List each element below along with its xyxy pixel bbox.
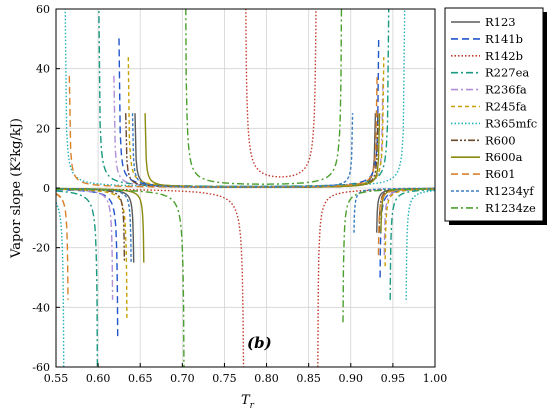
series-line-r123 bbox=[376, 187, 435, 233]
plot-series bbox=[56, 9, 435, 367]
x-tick-label: 0.85 bbox=[296, 372, 321, 385]
legend-box bbox=[444, 7, 544, 222]
series-line-r245fa bbox=[56, 188, 128, 319]
series-line-r600 bbox=[125, 113, 379, 188]
series-line-r365mfc bbox=[405, 189, 435, 300]
x-axis-label-main: T bbox=[241, 393, 251, 408]
series-line-r600a bbox=[56, 187, 145, 263]
series-line-r142b bbox=[245, 9, 317, 178]
x-tick-label: 0.90 bbox=[339, 372, 364, 385]
series-line-r227ea bbox=[56, 190, 99, 367]
legend-label: R236fa bbox=[485, 83, 527, 97]
series-line-r236fa bbox=[56, 188, 114, 300]
x-tick-label: 0.55 bbox=[44, 372, 69, 385]
series-line-r1234ze bbox=[342, 188, 435, 323]
panel-annotation: (b) bbox=[247, 334, 272, 352]
x-tick-label: 0.65 bbox=[128, 372, 153, 385]
legend-label: R142b bbox=[485, 49, 523, 63]
series-line-r227ea bbox=[98, 9, 390, 187]
series-line-r1234yf bbox=[56, 188, 132, 263]
series-line-r142b bbox=[317, 188, 435, 367]
x-tick-label: 1.00 bbox=[423, 372, 448, 385]
y-tick-label: -40 bbox=[32, 301, 50, 314]
series-line-r600a bbox=[144, 113, 381, 188]
legend-label: R245fa bbox=[485, 100, 527, 114]
x-axis-label: Tr bbox=[241, 393, 255, 411]
y-tick-label: -60 bbox=[32, 361, 50, 374]
legend-label: R600a bbox=[485, 150, 523, 164]
legend-label: R600 bbox=[485, 133, 516, 147]
y-axis-label: Vapor slope (K²kg/kJ) bbox=[9, 118, 24, 259]
legend-label: R141b bbox=[485, 32, 523, 46]
series-line-r1234yf bbox=[353, 187, 435, 233]
legend-label: R227ea bbox=[485, 66, 529, 80]
y-tick-label: 0 bbox=[43, 182, 50, 195]
x-tick-label: 0.80 bbox=[254, 372, 279, 385]
x-tick-label: 0.60 bbox=[86, 372, 111, 385]
x-tick-label: 0.70 bbox=[170, 372, 195, 385]
series-line-r1234ze bbox=[56, 188, 185, 367]
series-line-r1234yf bbox=[131, 113, 354, 188]
y-tick-label: -20 bbox=[32, 242, 50, 255]
y-tick-label: 40 bbox=[36, 63, 50, 76]
series-line-r601 bbox=[56, 193, 69, 300]
x-axis-label-subscript: r bbox=[250, 401, 255, 411]
legend-label: R123 bbox=[485, 15, 516, 29]
series-line-r236fa bbox=[383, 188, 435, 256]
series-line-r227ea bbox=[389, 189, 435, 300]
series-group bbox=[56, 9, 435, 367]
x-tick-label: 0.95 bbox=[381, 372, 406, 385]
series-line-r365mfc bbox=[56, 202, 65, 367]
legend: R123 R141b R142b R227ea R236fa R245fa R365mfc R… bbox=[444, 7, 547, 225]
y-tick-label: 20 bbox=[36, 122, 50, 135]
series-line-r1234ze bbox=[185, 9, 343, 185]
x-axis-ticks: 0.55 0.60 0.65 0.70 0.75 0.80 0.85 0.90 0.95 1.00 bbox=[44, 363, 448, 385]
legend-label: R1234yf bbox=[485, 184, 534, 198]
y-axis-ticks: -60 -40 -20 0 20 40 60 bbox=[32, 3, 60, 374]
series-line-r601 bbox=[377, 188, 435, 256]
grid-lines bbox=[56, 9, 435, 367]
legend-label: R365mfc bbox=[485, 116, 537, 130]
series-line-r123 bbox=[134, 113, 377, 188]
legend-label: R1234ze bbox=[485, 201, 536, 215]
series-line-r365mfc bbox=[64, 9, 406, 188]
series-line-r141b bbox=[118, 38, 380, 188]
legend-label: R601 bbox=[485, 167, 516, 181]
y-tick-label: 60 bbox=[36, 3, 50, 16]
x-tick-label: 0.75 bbox=[212, 372, 237, 385]
series-line-r245fa bbox=[127, 57, 385, 188]
